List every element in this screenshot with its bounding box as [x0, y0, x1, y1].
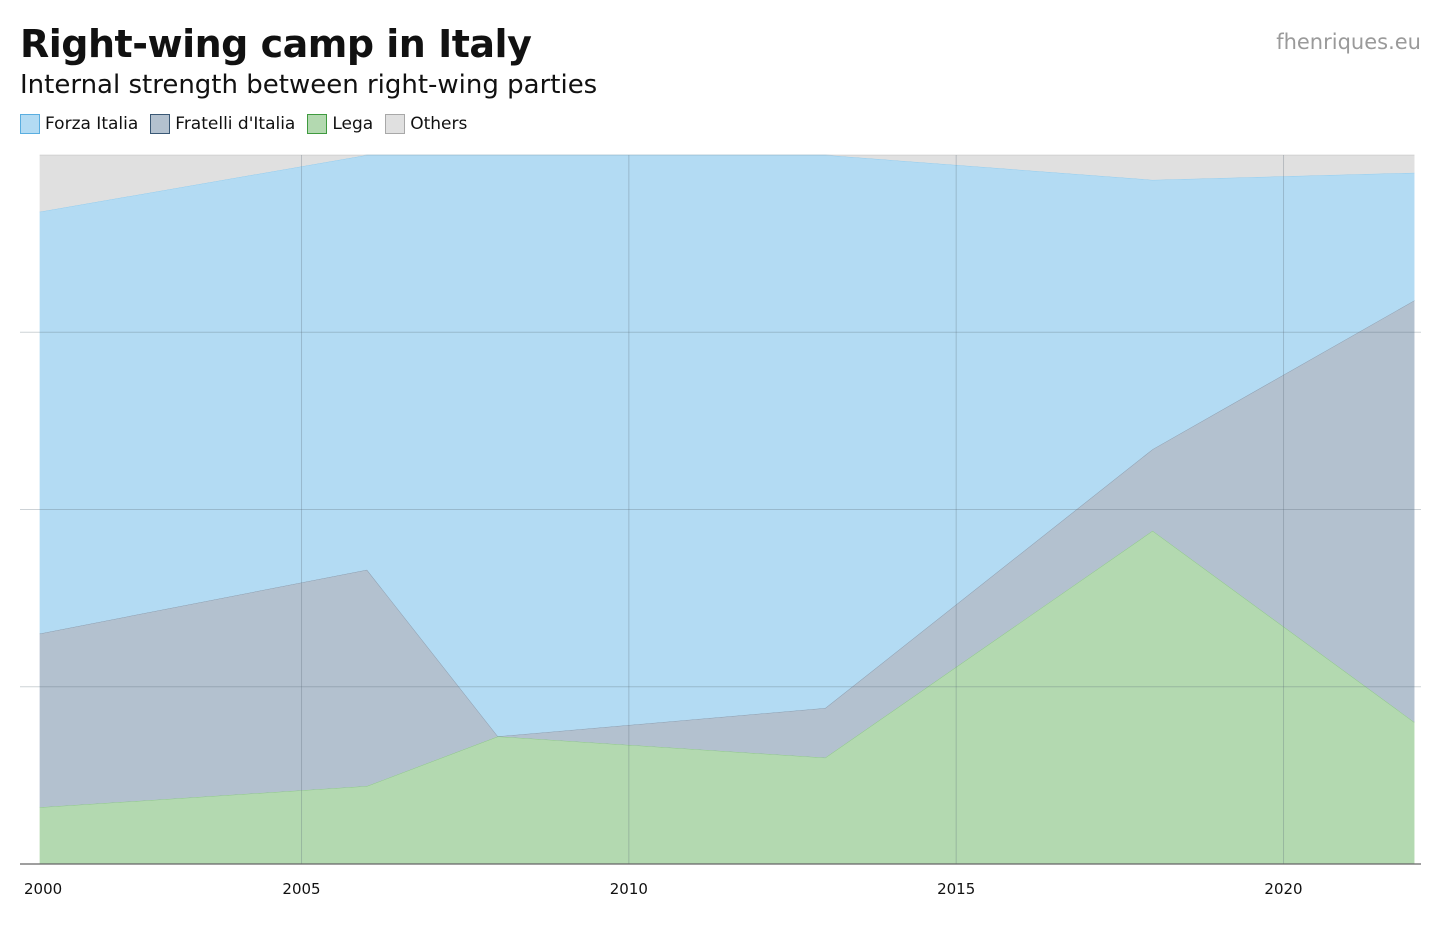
grid-layer	[20, 155, 1421, 865]
chart-title: Right-wing camp in Italy	[20, 22, 532, 66]
legend-item-lega: Lega	[307, 114, 373, 134]
area-edge-fratelli-d-italia	[39, 299, 1415, 737]
legend-swatch	[20, 114, 40, 134]
area-others	[39, 155, 1415, 212]
legend-item-forza-italia: Forza Italia	[20, 114, 138, 134]
legend-swatch	[150, 114, 171, 134]
legend-label: Others	[410, 114, 468, 134]
tick-labels: 2000 2005 2010 2015 2020	[24, 880, 1303, 898]
area-fratelli-d-italia	[39, 300, 1415, 808]
x-tick-label-2015: 2015	[937, 880, 975, 898]
area-lega	[39, 530, 1415, 864]
legend-label: Lega	[332, 114, 374, 134]
x-tick-label-2005: 2005	[282, 880, 320, 898]
area-layer	[39, 154, 1415, 864]
legend-swatch	[307, 114, 328, 134]
legend: Forza Italia Fratelli d'Italia Lega Others	[20, 114, 467, 134]
legend-label: Forza Italia	[45, 114, 139, 134]
legend-label: Fratelli d'Italia	[175, 114, 296, 134]
chart-subtitle: Internal strength between right-wing par…	[20, 70, 598, 100]
x-tick-label-2010: 2010	[610, 880, 648, 898]
legend-item-others: Others	[385, 114, 467, 134]
source-credit: fhenriques.eu	[1276, 30, 1421, 54]
x-tick-label-2000: 2000	[24, 880, 62, 898]
legend-swatch	[385, 114, 406, 134]
legend-item-fratelli-d-italia: Fratelli d'Italia	[150, 114, 295, 134]
area-forza-italia	[39, 155, 1415, 737]
x-tick-label-2020: 2020	[1264, 880, 1302, 898]
